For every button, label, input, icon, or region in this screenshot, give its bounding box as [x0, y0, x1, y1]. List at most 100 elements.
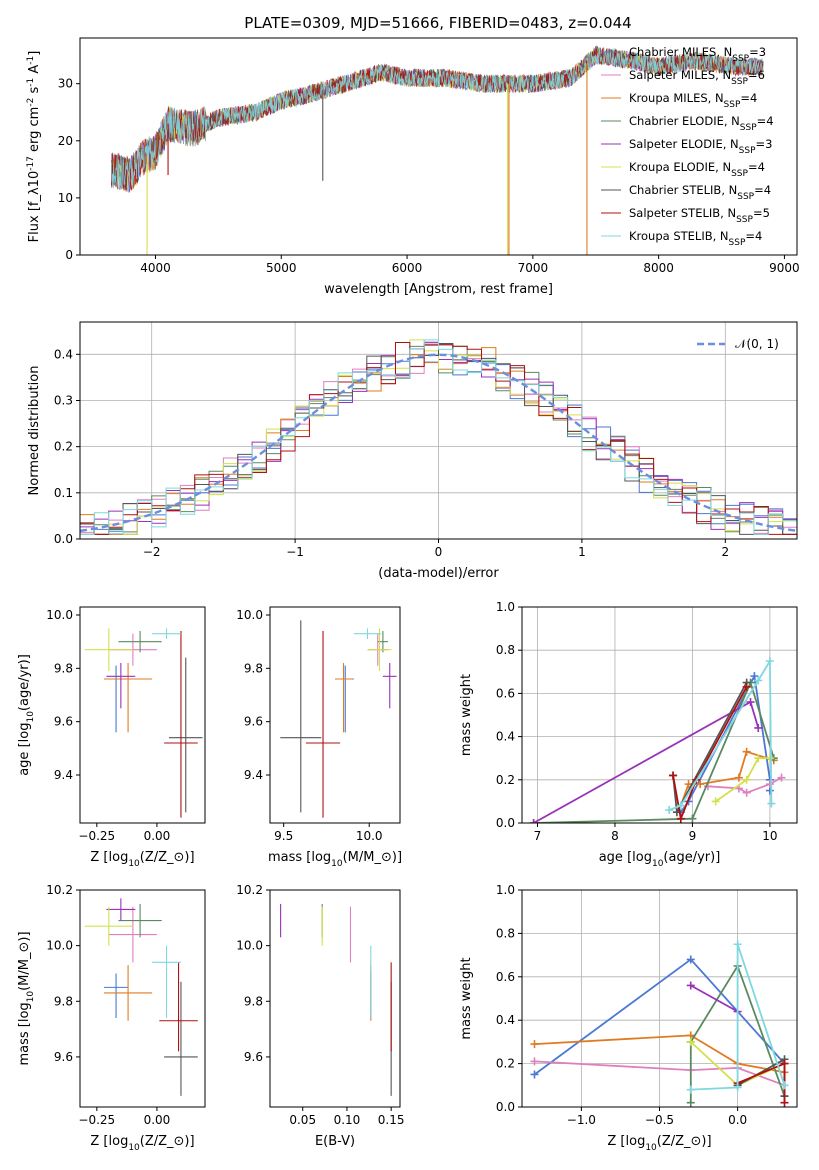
x-axis-label: E(B-V) — [315, 1134, 355, 1149]
errorbar-point — [164, 631, 198, 818]
x-tick-label: 0 — [435, 545, 443, 559]
legend: Chabrier MILES, NSSP=3 Salpeter MILES, NS… — [601, 45, 774, 248]
y-tick-label: 10.0 — [46, 939, 73, 953]
legend-label: Chabrier ELODIE, NSSP=4 — [629, 114, 774, 133]
mass-weight-marker — [686, 955, 695, 964]
mass-weight-line — [680, 673, 771, 813]
legend-label: Salpeter ELODIE, NSSP=3 — [629, 137, 772, 156]
x-tick-label: 7000 — [518, 261, 549, 275]
panel-mass-vs-Z: −0.25 0.00 9.6 9.8 10.0 10.2 Z [log10(Z/Z_⊙)] m… — [17, 883, 206, 1153]
x-axis-label: Z [log10(Z/Z_⊙)] — [90, 850, 194, 869]
y-tick-label: 9.8 — [54, 661, 73, 675]
mass-weight-marker — [733, 940, 742, 949]
errorbar-point — [84, 906, 133, 946]
x-tick-label: 0.10 — [334, 1113, 361, 1127]
mass-weight-line — [534, 1060, 785, 1087]
errorbar-point — [159, 962, 198, 1052]
x-tick-label: 10 — [762, 829, 777, 843]
mass-weight-marker — [765, 657, 774, 665]
x-tick-label: −0.25 — [78, 1113, 115, 1127]
x-tick-label: 9 — [689, 829, 697, 843]
histogram-step — [80, 339, 797, 535]
errorbar-point — [336, 665, 354, 733]
mass-weight-marker — [742, 747, 751, 756]
x-tick-label: 6000 — [392, 261, 423, 275]
y-axis-label: mass [log10(M/M_⊙)] — [17, 931, 36, 1065]
mass-weight-marker — [742, 682, 751, 691]
errorbar-point — [104, 973, 129, 1018]
errorbar-point — [152, 945, 181, 1018]
legend-label: Kroupa ELODIE, NSSP=4 — [629, 160, 765, 179]
y-tick-label: 9.6 — [244, 1050, 263, 1064]
panel-massweight-vs-age: 7 8 9 10 0.0 0.2 0.4 0.6 0.8 1.0 age [log10(age/yr… — [459, 600, 798, 869]
x-tick-label: 0.15 — [378, 1113, 405, 1127]
y-tick-label: 30 — [58, 77, 73, 91]
y-tick-label: 9.8 — [54, 994, 73, 1008]
y-tick-label: 1.0 — [496, 600, 515, 614]
x-tick-label: 2 — [721, 545, 729, 559]
y-tick-label: 0.2 — [54, 440, 73, 454]
axes-frame — [79, 606, 206, 824]
legend: 𝒩(0, 1) — [697, 337, 779, 351]
y-tick-label: 0.4 — [496, 730, 515, 744]
panel-age-vs-Z: −0.25 0.00 9.4 9.6 9.8 10.0 Z [log10(Z/Z_⊙)] ag… — [17, 606, 206, 869]
mass-weight-marker — [686, 1085, 695, 1094]
histogram-step — [80, 339, 797, 535]
x-axis-label: wavelength [Angstrom, rest frame] — [324, 282, 553, 297]
mass-weight-marker — [780, 1081, 789, 1090]
mass-weight-line — [715, 757, 770, 803]
plot-area — [111, 45, 764, 255]
mass-weight-marker — [665, 806, 674, 815]
errorbar-point — [118, 631, 162, 653]
errorbar-point — [367, 628, 392, 671]
y-tick-label: 10.2 — [236, 883, 263, 897]
y-tick-label: 0.1 — [54, 486, 73, 500]
x-tick-label: 4000 — [140, 261, 171, 275]
mass-weight-marker — [767, 799, 776, 808]
mass-weight-marker — [676, 801, 685, 810]
y-tick-label: 0 — [65, 248, 73, 262]
panel-mass-vs-EBV: 0.05 0.10 0.15 9.6 9.8 10.0 10.2 E(B-V) — [236, 883, 404, 1149]
x-tick-label: 9000 — [769, 261, 800, 275]
errorbar-point — [168, 657, 203, 813]
mass-weight-marker — [777, 773, 786, 782]
x-tick-label: 0.0 — [728, 1113, 747, 1127]
mass-weight-marker — [742, 775, 751, 784]
y-axis-label: mass weight — [459, 674, 474, 756]
spectrum-line — [111, 48, 764, 193]
x-tick-label: −2 — [143, 545, 161, 559]
mass-weight-marker — [676, 814, 685, 823]
y-tick-label: 0.2 — [496, 1057, 515, 1071]
mass-weight-marker — [530, 1070, 539, 1079]
x-tick-label: 8 — [611, 829, 619, 843]
mass-weight-marker — [750, 672, 759, 681]
y-tick-label: 0.3 — [54, 393, 73, 407]
legend-label: Salpeter STELIB, NSSP=5 — [629, 206, 770, 225]
panel-massweight-vs-Z: −1.0 −0.5 0.0 0.0 0.2 0.4 0.6 0.8 1.0 Z [log10(Z/… — [459, 883, 798, 1153]
mass-weight-marker — [530, 1057, 539, 1066]
x-tick-label: 0.00 — [144, 1113, 171, 1127]
mass-weight-line — [689, 963, 786, 1103]
errorbar-point — [106, 898, 136, 921]
legend-label: Kroupa STELIB, NSSP=4 — [629, 229, 762, 248]
legend-label: Kroupa MILES, NSSP=4 — [629, 91, 757, 110]
y-tick-label: 1.0 — [496, 883, 515, 897]
mass-weight-marker — [529, 819, 538, 823]
x-tick-label: −1.0 — [567, 1113, 596, 1127]
legend-label: Chabrier STELIB, NSSP=4 — [629, 183, 771, 202]
plot-area — [280, 620, 397, 818]
errorbar-point — [382, 663, 397, 709]
panel-spectrum: 4000 5000 6000 7000 8000 9000 0 10 20 30 wavelengt… — [26, 37, 800, 297]
mass-weight-line — [534, 1034, 785, 1074]
mass-weight-marker — [669, 771, 678, 780]
mass-weight-marker — [746, 698, 755, 707]
errorbar-point — [353, 628, 382, 639]
errorbar-point — [335, 663, 353, 733]
figure-title: PLATE=0309, MJD=51666, FIBERID=0483, z=0… — [244, 14, 631, 32]
mass-weight-line — [533, 679, 775, 823]
mass-weight-marker — [754, 676, 763, 685]
x-tick-label: −0.25 — [78, 829, 115, 843]
x-tick-label: −1 — [286, 545, 304, 559]
mass-weight-marker — [765, 780, 774, 789]
